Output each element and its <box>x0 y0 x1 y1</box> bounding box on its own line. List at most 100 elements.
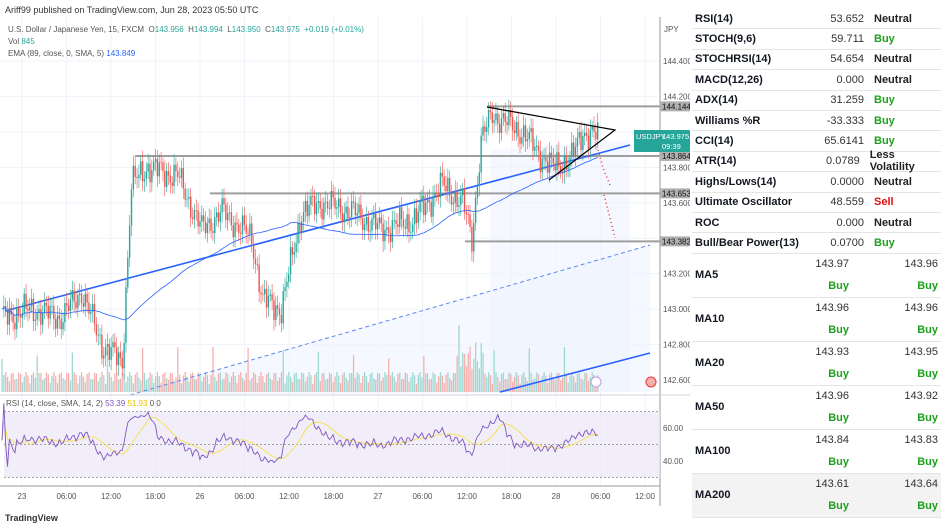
candle-body <box>310 196 312 205</box>
volume-bar <box>569 375 571 392</box>
candle-body <box>271 294 273 301</box>
candle-body <box>439 172 442 198</box>
candle-body <box>154 158 157 162</box>
volume-bar <box>586 373 588 392</box>
price-chart[interactable]: JPY 144.400 144.200 143.800 143.600 143.200 14… <box>0 0 690 510</box>
candle-body <box>282 291 284 324</box>
candle-body <box>56 315 59 329</box>
volume-bar <box>219 372 221 392</box>
candle-body <box>354 202 357 216</box>
volume-bar <box>179 374 181 392</box>
oscillator-name: STOCH(9,6) <box>695 33 756 46</box>
candle-body <box>510 109 512 117</box>
volume-bar <box>425 373 427 392</box>
currency-label: JPY <box>664 25 679 34</box>
ma-name: MA20 <box>695 357 725 370</box>
candle-body <box>400 207 403 220</box>
candle-body <box>524 125 527 142</box>
candle-body <box>88 302 90 314</box>
volume-bar <box>258 375 260 392</box>
candle-body <box>317 201 320 203</box>
candle-body <box>587 135 590 149</box>
candle-body <box>38 309 40 313</box>
ma-simple-signal: Buy <box>828 323 849 336</box>
volume-bar <box>253 372 255 392</box>
volume-bar <box>116 372 118 392</box>
volume-bar <box>382 377 384 392</box>
candle-body <box>66 303 68 306</box>
volume-bar <box>447 372 449 392</box>
volume-bar <box>190 373 192 392</box>
volume-bar <box>491 383 493 392</box>
rsi-value: 53.39 <box>105 399 126 408</box>
volume-bar <box>384 372 386 392</box>
candle-body <box>543 157 545 159</box>
volume-bar <box>323 372 325 392</box>
volume-bar <box>53 372 55 392</box>
volume-bar <box>210 374 212 392</box>
volume-bar <box>92 379 94 392</box>
x-tick-label: 18:00 <box>501 492 522 501</box>
candle-body <box>160 162 162 164</box>
oscillator-value: 0.000 <box>836 216 864 229</box>
oscillator-row: Bull/Bear Power(13) 0.0700 Buy <box>692 233 941 254</box>
candle-body <box>188 196 190 199</box>
technical-summary-table: RSI(14) 53.652 Neutral STOCH(9,6) 59.711… <box>692 9 941 518</box>
volume-bar <box>5 372 7 392</box>
candle-body <box>373 213 375 219</box>
candle-body <box>395 220 397 225</box>
candle-body <box>349 216 351 219</box>
oscillator-row: MACD(12,26) 0.000 Neutral <box>692 70 941 91</box>
candle-body <box>112 342 114 348</box>
candle-body <box>99 334 101 336</box>
candle-body <box>484 126 486 132</box>
volume-bar <box>399 372 401 392</box>
candle-body <box>363 224 366 231</box>
x-tick-label: 06:00 <box>56 492 77 501</box>
volume-bar <box>484 373 486 392</box>
candle-body <box>104 347 107 356</box>
candle-body <box>243 215 246 225</box>
volume-bar <box>476 361 479 392</box>
candle-body <box>595 131 597 140</box>
candle-body <box>589 129 591 149</box>
candle-body <box>308 204 310 217</box>
ema-label: EMA (89, close, 0, SMA, 5) <box>8 49 105 58</box>
candle-body <box>476 185 479 198</box>
volume-bar <box>55 376 57 392</box>
volume-bar <box>273 372 275 392</box>
candle-body <box>511 116 514 131</box>
candle-body <box>526 139 529 142</box>
candle-body <box>230 212 233 226</box>
candle-body <box>432 196 434 217</box>
oscillator-row: ADX(14) 31.259 Buy <box>692 91 941 111</box>
candle-body <box>574 146 577 157</box>
y-tick-label: 143.600 <box>663 199 690 208</box>
candle-body <box>347 206 349 219</box>
candle-body <box>517 121 519 137</box>
candle-body <box>343 213 345 223</box>
volume-bar <box>452 373 455 392</box>
candle-body <box>119 352 122 358</box>
candle-body <box>443 176 445 186</box>
volume-bar <box>256 382 258 392</box>
candle-body <box>358 204 360 214</box>
volume-bar <box>330 373 332 392</box>
candle-body <box>273 300 275 321</box>
candle-body <box>173 164 175 186</box>
chart-legend: U.S. Dollar / Japanese Yen, 15, FXCM O14… <box>8 24 364 60</box>
candle-body <box>548 152 551 173</box>
volume-bar <box>129 372 131 392</box>
candle-body <box>554 163 556 171</box>
candle-body <box>151 170 153 183</box>
volume-bar <box>169 372 172 392</box>
volume-bar <box>293 373 295 392</box>
volume-bar <box>212 347 214 392</box>
volume-bar <box>86 373 88 392</box>
volume-bar <box>364 372 366 392</box>
candle-body <box>336 207 338 209</box>
x-tick-label: 28 <box>552 492 561 501</box>
volume-bar <box>117 379 120 392</box>
volume-bar <box>240 372 242 392</box>
volume-bar <box>195 379 197 392</box>
